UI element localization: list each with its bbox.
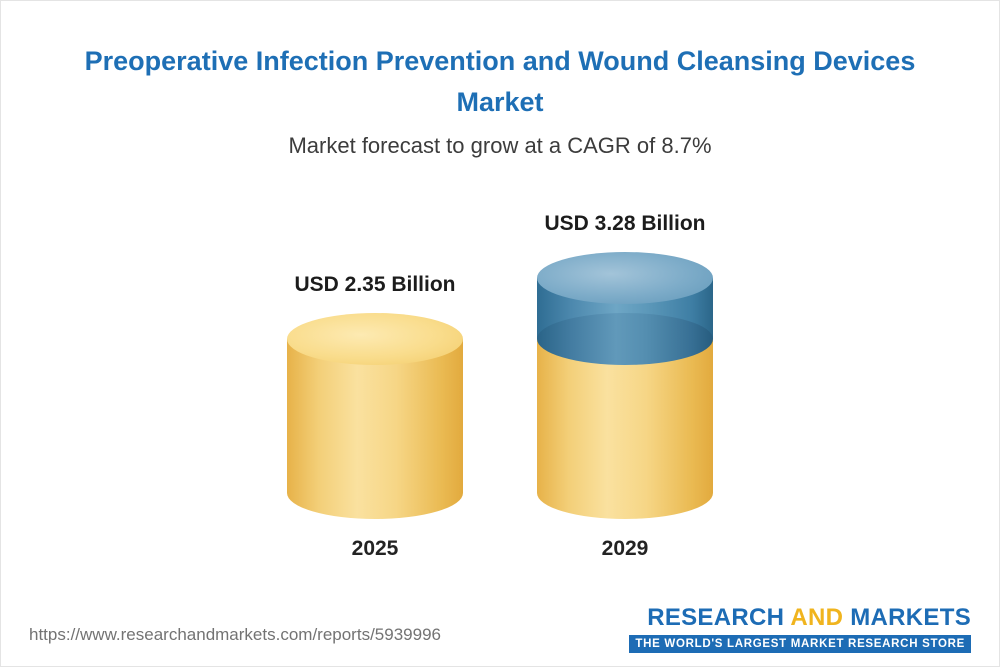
bar-group-2025: USD 2.35 Billion 2025	[287, 273, 463, 561]
year-label-2029: 2029	[601, 537, 649, 560]
year-label-2025: 2025	[351, 537, 399, 560]
chart-subtitle: Market forecast to grow at a CAGR of 8.7…	[288, 133, 712, 158]
bar-chart: USD 2.35 Billion 2025 USD 3.28 Billion 2…	[1, 171, 999, 561]
chart-title: Preoperative Infection Prevention and Wo…	[84, 46, 916, 117]
logo-tagline: THE WORLD'S LARGEST MARKET RESEARCH STOR…	[629, 635, 971, 653]
value-label-2029: USD 3.28 Billion	[544, 212, 706, 235]
cylinder-2025	[287, 312, 463, 520]
logo-wordmark: RESEARCH AND MARKETS	[629, 604, 971, 632]
logo-word-markets: MARKETS	[850, 604, 971, 631]
gold-segment-2025	[287, 312, 463, 520]
research-and-markets-logo: RESEARCH AND MARKETS THE WORLD'S LARGEST…	[629, 604, 971, 653]
blue-growth-segment-2029	[537, 252, 713, 365]
value-label-2025: USD 2.35 Billion	[294, 272, 456, 296]
bar-group-2029: USD 3.28 Billion 2029	[537, 212, 713, 561]
logo-word-research: RESEARCH	[647, 604, 785, 631]
report-url: https://www.researchandmarkets.com/repor…	[29, 625, 441, 644]
logo-word-and: AND	[790, 604, 844, 631]
cylinder-2029	[537, 252, 713, 520]
